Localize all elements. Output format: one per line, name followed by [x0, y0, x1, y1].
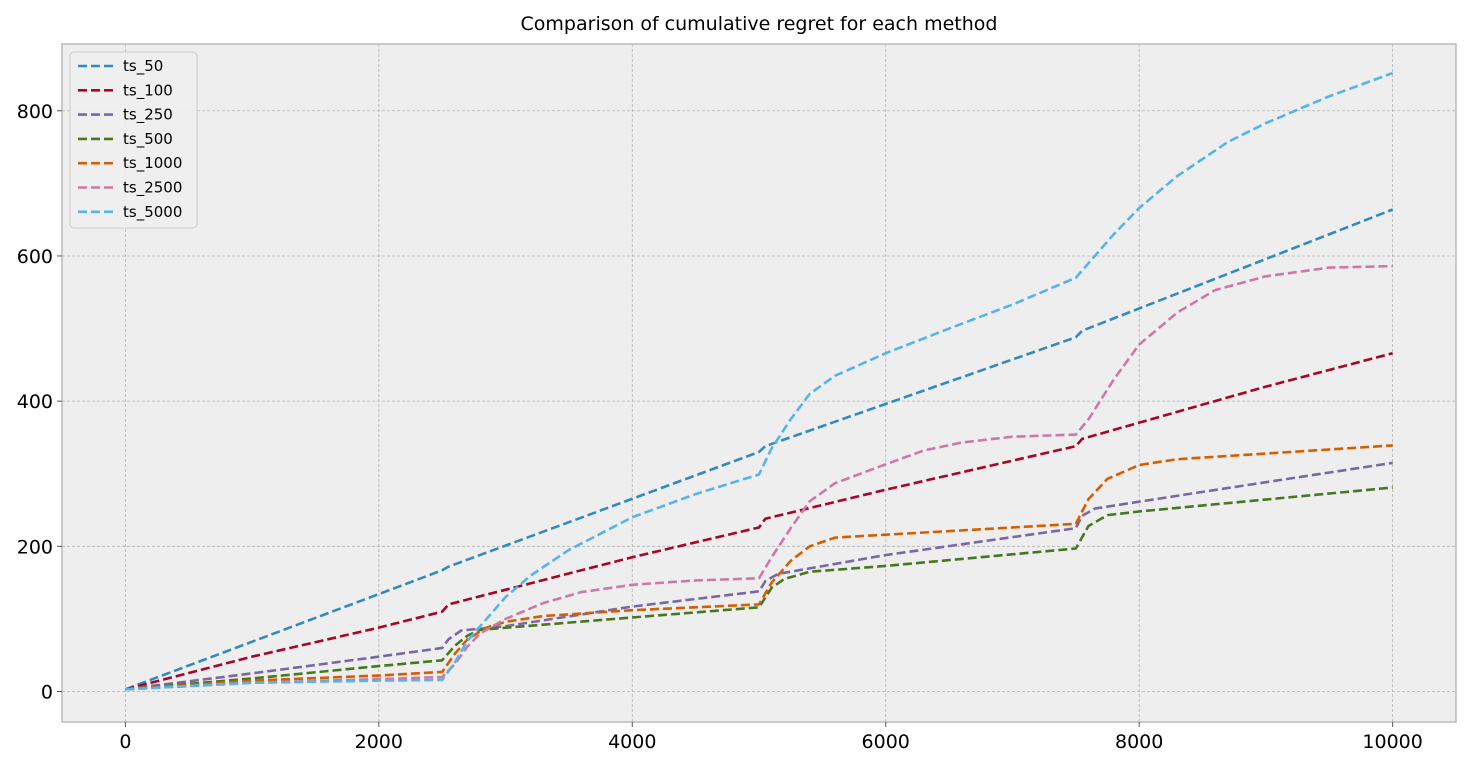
legend-label: ts_5000: [123, 203, 182, 222]
x-tick-label: 0: [119, 731, 131, 753]
x-tick-label: 4000: [608, 731, 656, 753]
y-tick-label: 800: [17, 101, 53, 123]
x-tick-label: 2000: [355, 731, 403, 753]
y-tick-label: 0: [41, 682, 53, 704]
y-tick-label: 200: [17, 536, 53, 558]
series-line-ts-2500: [125, 264, 1393, 691]
chart-title: Comparison of cumulative regret for each…: [521, 13, 998, 35]
series-line-ts-100: [125, 351, 1393, 691]
legend-label: ts_250: [123, 106, 173, 125]
x-tick-label: 8000: [1115, 731, 1163, 753]
grid-lines: [62, 44, 1456, 722]
series-line-ts-1000: [125, 444, 1393, 691]
y-tick-label: 400: [17, 391, 53, 413]
legend-label: ts_100: [123, 81, 173, 100]
x-tick-label: 6000: [862, 731, 910, 753]
series-line-ts-250: [125, 461, 1393, 691]
plot-area: [61, 43, 1457, 723]
legend: ts_50 ts_100 ts_250 ts_500 ts_1000 ts_2500 ts_…: [69, 51, 198, 229]
legend-label: ts_50: [123, 57, 163, 76]
y-tick-label: 600: [17, 246, 53, 268]
legend-label: ts_1000: [123, 154, 182, 173]
axes: 0 2000 4000 6000 8000 10000 0 200 400 600 800: [17, 101, 1423, 753]
legend-box: [69, 51, 198, 229]
series-line-ts-50: [124, 208, 1394, 691]
x-tick-label: 10000: [1362, 731, 1422, 753]
series-line-ts-500: [125, 486, 1393, 691]
series-line-ts-5000: [125, 71, 1394, 691]
legend-label: ts_500: [123, 130, 173, 149]
series-lines: [124, 71, 1394, 691]
legend-label: ts_2500: [123, 179, 182, 198]
